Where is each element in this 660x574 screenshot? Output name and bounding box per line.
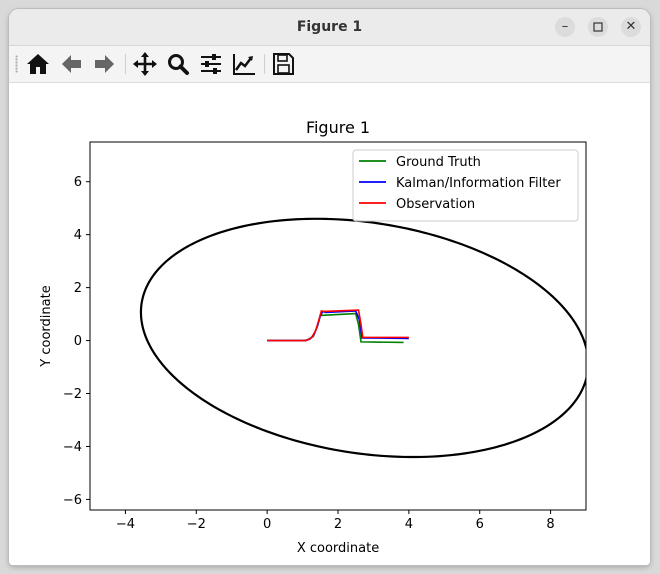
legend-label: Observation [396, 197, 475, 212]
x-axis-label: X coordinate [297, 541, 379, 556]
forward-button[interactable] [91, 51, 117, 77]
pan-button[interactable] [132, 51, 158, 77]
y-tick-label: −6 [63, 493, 82, 508]
arrow-left-icon [62, 55, 81, 73]
title-bar[interactable]: Figure 1 – ✕ [9, 9, 650, 46]
toolbar-separator [264, 54, 265, 74]
close-button[interactable]: ✕ [621, 17, 641, 37]
series-line-2 [267, 310, 409, 342]
uncertainty-ellipse [139, 217, 586, 459]
line-chart-icon [233, 54, 255, 75]
home-icon [27, 54, 49, 74]
customize-button[interactable] [231, 51, 257, 77]
maximize-icon [593, 22, 603, 32]
legend-label: Kalman/Information Filter [396, 176, 561, 191]
x-tick-label: 6 [476, 517, 484, 532]
y-tick-label: 0 [74, 334, 82, 349]
y-tick-label: 4 [74, 228, 82, 243]
window-title: Figure 1 [296, 19, 363, 35]
x-tick-label: 8 [546, 517, 554, 532]
minimize-button[interactable]: – [555, 17, 575, 37]
series-line-3 [267, 309, 409, 342]
figure-window: Figure 1 – ✕ [9, 9, 650, 565]
legend: Ground Truth Kalman/Information Filter Obs… [352, 149, 579, 222]
y-tick-label: 2 [74, 281, 82, 296]
legend-box [352, 149, 579, 222]
subplots-button[interactable] [198, 51, 224, 77]
floppy-disk-icon [273, 53, 294, 75]
toolbar-grip[interactable] [15, 55, 18, 73]
home-button[interactable] [25, 51, 51, 77]
y-tick-label: 6 [74, 175, 82, 190]
magnifier-icon [168, 54, 189, 75]
x-tick-label: 0 [263, 517, 271, 532]
figure-canvas[interactable]: Figure 1 −4 −2 0 2 4 6 8 −6 −4 −2 0 2 4 6 X coordinat… [9, 83, 650, 565]
y-tick-label: −2 [63, 387, 82, 402]
save-button[interactable] [270, 51, 296, 77]
sliders-icon [201, 54, 221, 74]
toolbar [9, 46, 650, 83]
zoom-button[interactable] [165, 51, 191, 77]
y-axis-label: Y coordinate [39, 285, 54, 367]
toolbar-separator [125, 54, 126, 74]
back-button[interactable] [59, 51, 85, 77]
arrow-right-icon [95, 55, 114, 73]
x-tick-label: −4 [116, 517, 135, 532]
maximize-button[interactable] [588, 17, 608, 37]
x-tick-label: 4 [405, 517, 413, 532]
legend-label: Ground Truth [396, 155, 481, 170]
chart-title: Figure 1 [306, 118, 370, 137]
x-tick-label: 2 [334, 517, 342, 532]
y-tick-label: −4 [63, 440, 82, 455]
move-icon [133, 52, 157, 76]
x-tick-label: −2 [187, 517, 206, 532]
chart: Figure 1 −4 −2 0 2 4 6 8 −6 −4 −2 0 2 4 6 X coordinat… [39, 118, 587, 556]
